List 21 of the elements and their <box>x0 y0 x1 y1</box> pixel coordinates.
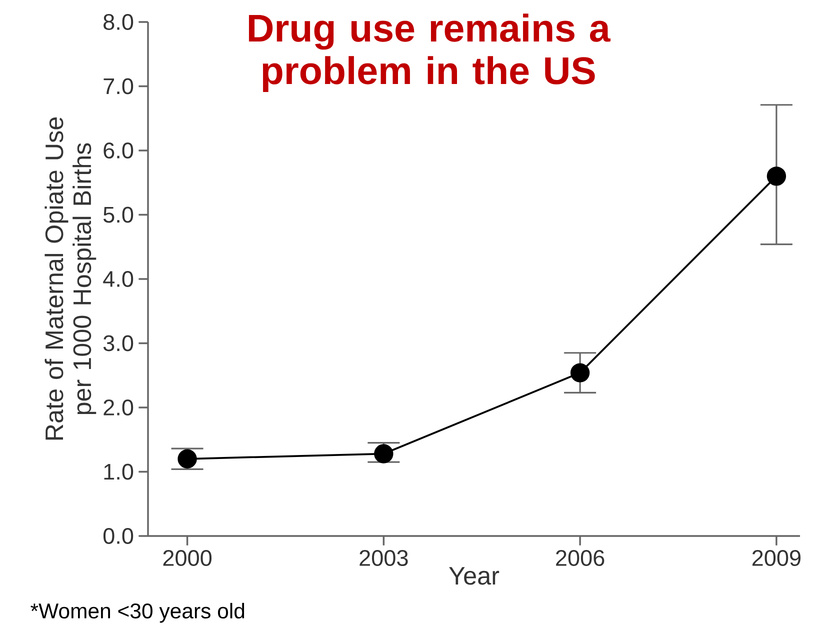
y-tick-label: 5.0 <box>103 206 134 223</box>
y-axis-title: Rate of Maternal Opiate Use per 1000 Hospital Births <box>44 117 96 440</box>
point <box>570 363 590 382</box>
point <box>766 166 786 186</box>
y-tick-label: 4.0 <box>103 270 134 287</box>
y-tick-label: 7.0 <box>104 78 134 94</box>
x-tick-label: 2009 <box>752 550 800 566</box>
y-tick-label: 2.0 <box>104 399 134 416</box>
point <box>178 449 197 468</box>
point <box>374 444 394 464</box>
x-tick-label: 2000 <box>163 550 212 566</box>
x-axis-title: Year <box>449 567 500 585</box>
x-tick-label: 2006 <box>556 550 604 566</box>
chart-title: Drug use remains a problem in the US <box>248 14 611 92</box>
y-tick-label: 6.0 <box>104 142 134 158</box>
y-tick-label: 0.0 <box>103 528 134 544</box>
y-tick-label: 8.0 <box>104 14 134 30</box>
text: *Women <30 years old <box>30 602 244 623</box>
y-tick-label: 3.0 <box>103 335 134 352</box>
y-tick-label: 1.0 <box>104 464 134 480</box>
x-tick-label: 2003 <box>360 550 408 566</box>
